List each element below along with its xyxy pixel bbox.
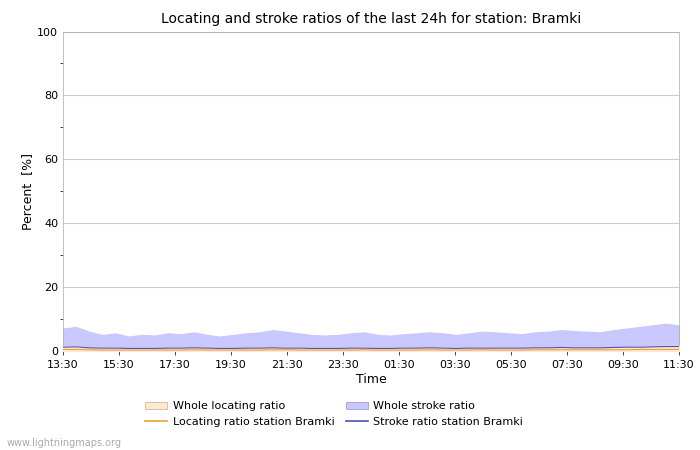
Y-axis label: Percent  [%]: Percent [%] [22,153,34,230]
Title: Locating and stroke ratios of the last 24h for station: Bramki: Locating and stroke ratios of the last 2… [161,12,581,26]
X-axis label: Time: Time [356,373,386,386]
Text: www.lightningmaps.org: www.lightningmaps.org [7,438,122,448]
Legend: Whole locating ratio, Locating ratio station Bramki, Whole stroke ratio, Stroke : Whole locating ratio, Locating ratio sta… [145,401,523,427]
